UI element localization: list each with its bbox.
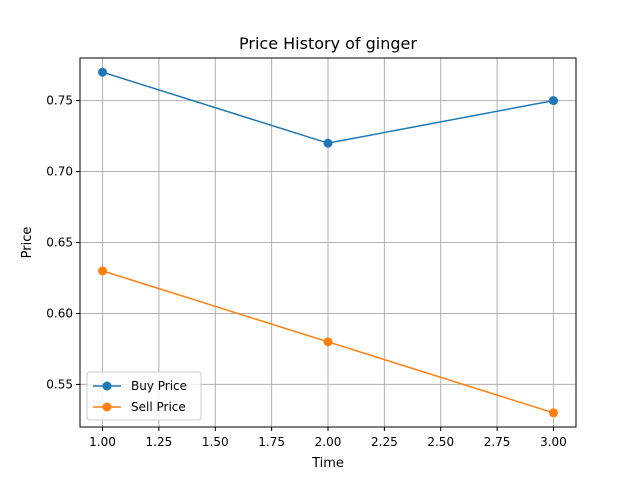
x-tick-label: 2.50 [427,435,454,449]
axis-ticks: 1.00 1.25 1.50 1.75 2.00 2.25 2.50 2.75 3.00 0.55… [46,94,567,449]
x-tick-label: 1.25 [146,435,173,449]
buy-price-point [323,138,333,148]
legend-label-buy-price: Buy Price [131,379,187,393]
legend-marker-buy-price [102,381,112,391]
legend-label-sell-price: Sell Price [131,400,186,414]
buy-price-point [548,96,558,106]
legend-marker-sell-price [102,402,112,412]
sell-price-point [548,408,558,418]
x-tick-label: 3.00 [540,435,567,449]
series-layer [98,67,558,418]
buy-price-point [98,67,108,77]
x-tick-label: 2.75 [484,435,511,449]
y-tick-label: 0.55 [46,377,73,391]
y-tick-label: 0.65 [46,236,73,250]
sell-price-point [98,266,108,276]
y-tick-label: 0.60 [46,306,73,320]
y-axis-label: Price [20,227,35,259]
x-axis-label: Time [311,456,344,471]
y-tick-label: 0.75 [46,94,73,108]
x-tick-label: 2.00 [315,435,342,449]
x-tick-label: 1.00 [89,435,116,449]
legend: Buy Price Sell Price [86,371,202,421]
x-tick-label: 1.75 [258,435,285,449]
y-tick-label: 0.70 [46,165,73,179]
chart-title: Price History of ginger [239,34,417,53]
x-tick-label: 1.50 [202,435,229,449]
grid-lines [80,58,576,427]
x-tick-label: 2.25 [371,435,398,449]
legend-box [86,371,202,421]
sell-price-point [323,337,333,347]
